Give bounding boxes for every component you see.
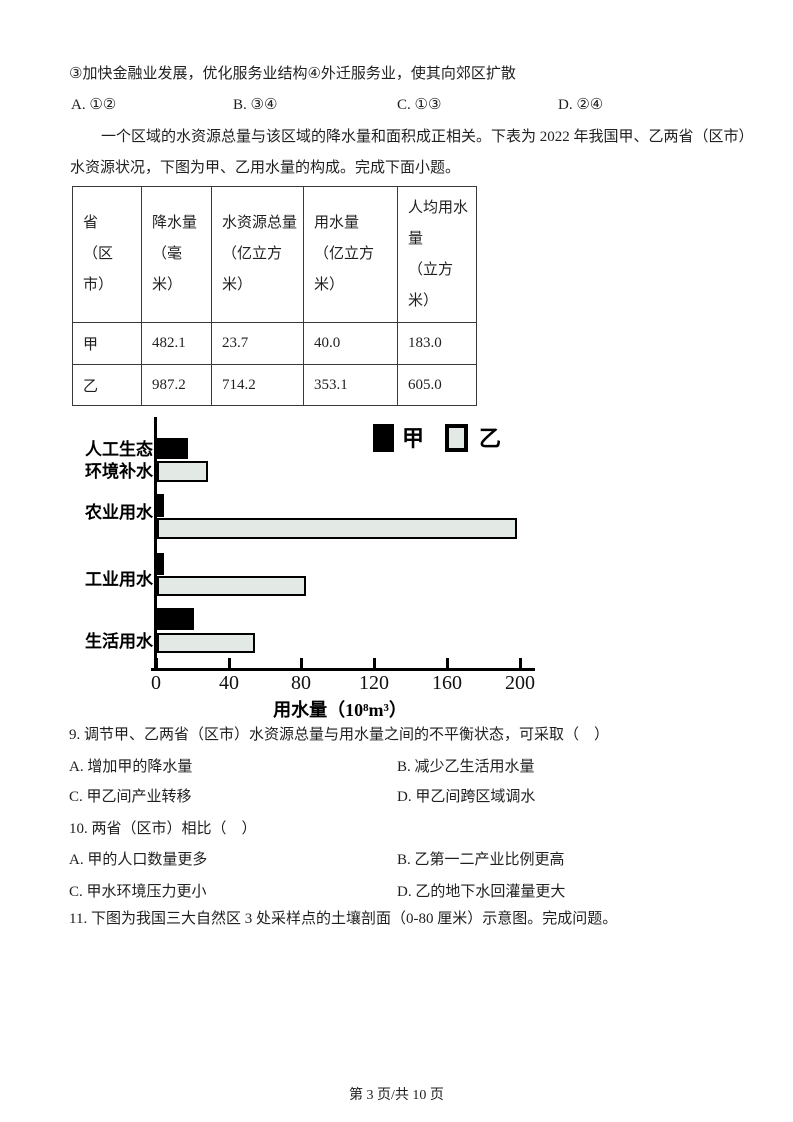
q9-option-c: C. 甲乙间产业转移 [69, 789, 192, 805]
q11-stem: 11. 下图为我国三大自然区 3 处采样点的土壤剖面（0-80 厘米）示意图。完… [69, 911, 618, 927]
q10-option-a: A. 甲的人口数量更多 [69, 852, 208, 868]
q8-option-d: D. ②④ [558, 97, 604, 113]
x-tick-mark-120 [373, 658, 376, 668]
x-tick-label-160: 160 [432, 672, 462, 694]
x-tick-mark-200 [519, 658, 522, 668]
legend-label-jia: 甲 [402, 426, 425, 451]
q8-option-b: B. ③④ [233, 97, 278, 113]
page-number: 第 3 页/共 10 页 [349, 1088, 444, 1103]
x-tick-mark-40 [228, 658, 231, 668]
col-header-per-capita-use: 人均用水 量 （立方 米） [397, 186, 477, 323]
y-axis-line [154, 417, 157, 671]
q8-option-c: C. ①③ [397, 97, 442, 113]
cell: 987.2 [141, 364, 212, 406]
cell: 乙 [72, 364, 142, 406]
q9-stem: 9. 调节甲、乙两省（区市）水资源总量与用水量之间的不平衡状态，可采取（ ） [69, 727, 610, 743]
cell: 605.0 [397, 364, 477, 406]
category-label-agri: 农业用水 [85, 503, 153, 522]
q10-stem: 10. 两省（区市）相比（ ） [69, 821, 257, 837]
water-resources-table: 省 （区 市） 降水量 （毫 米） 水资源总量 （亿立方 米） 用水量 （亿立方… [72, 186, 477, 406]
cell: 714.2 [211, 364, 304, 406]
x-tick-mark-0 [155, 658, 158, 668]
q8-option-a: A. ①② [71, 97, 117, 113]
legend-swatch-jia [373, 424, 394, 452]
bar-乙-0 [157, 461, 208, 482]
category-label-eco: 人工生态 环境补水 [85, 440, 153, 481]
bar-甲-1 [157, 494, 164, 517]
x-tick-mark-160 [446, 658, 449, 668]
category-label-domestic: 生活用水 [85, 632, 153, 651]
col-header-total-water: 水资源总量 （亿立方 米） [211, 186, 304, 323]
legend-label-yi: 乙 [479, 426, 502, 451]
bar-甲-0 [157, 438, 188, 459]
q10-option-c: C. 甲水环境压力更小 [69, 884, 207, 900]
table-row-yi: 乙 987.2 714.2 353.1 605.0 [72, 364, 477, 406]
q9-option-a: A. 增加甲的降水量 [69, 759, 193, 775]
col-header-precipitation: 降水量 （毫 米） [141, 186, 212, 323]
passage-line-1: 一个区域的水资源总量与该区域的降水量和面积成正相关。下表为 2022 年我国甲、… [101, 129, 754, 145]
bar-甲-2 [157, 553, 164, 575]
x-axis-title: 用水量（10⁸m³） [273, 700, 407, 720]
q10-option-d: D. 乙的地下水回灌量更大 [397, 884, 566, 900]
x-tick-label-40: 40 [219, 672, 239, 694]
col-header-water-use: 用水量 （亿立方 米） [303, 186, 398, 323]
col-header-province: 省 （区 市） [72, 186, 142, 323]
cell: 353.1 [303, 364, 398, 406]
x-tick-label-120: 120 [359, 672, 389, 694]
bar-乙-3 [157, 633, 255, 653]
cell: 甲 [72, 322, 142, 365]
cell: 183.0 [397, 322, 477, 365]
passage-line-2: 水资源状况，下图为甲、乙用水量的构成。完成下面小题。 [70, 160, 461, 176]
x-tick-label-0: 0 [151, 672, 161, 694]
q9-option-b: B. 减少乙生活用水量 [397, 759, 535, 775]
table-header-row: 省 （区 市） 降水量 （毫 米） 水资源总量 （亿立方 米） 用水量 （亿立方… [72, 186, 477, 323]
legend-swatch-yi [445, 424, 468, 452]
cell: 40.0 [303, 322, 398, 365]
category-label-industry: 工业用水 [85, 570, 153, 589]
bar-乙-2 [157, 576, 306, 596]
x-tick-mark-80 [300, 658, 303, 668]
x-axis-line [151, 668, 535, 671]
cell: 482.1 [141, 322, 212, 365]
x-tick-label-200: 200 [505, 672, 535, 694]
table-row-jia: 甲 482.1 23.7 40.0 183.0 [72, 322, 477, 365]
water-use-bar-chart: 人工生态 环境补水 农业用水 工业用水 生活用水 0 40 80 120 160 200 … [80, 415, 550, 720]
q9-option-d: D. 甲乙间跨区域调水 [397, 789, 536, 805]
x-tick-label-80: 80 [291, 672, 311, 694]
q10-option-b: B. 乙第一二产业比例更高 [397, 852, 565, 868]
q8-stem-tail: ③加快金融业发展，优化服务业结构④外迁服务业，使其向郊区扩散 [69, 66, 516, 82]
bar-乙-1 [157, 518, 517, 539]
bar-甲-3 [157, 608, 194, 630]
cell: 23.7 [211, 322, 304, 365]
